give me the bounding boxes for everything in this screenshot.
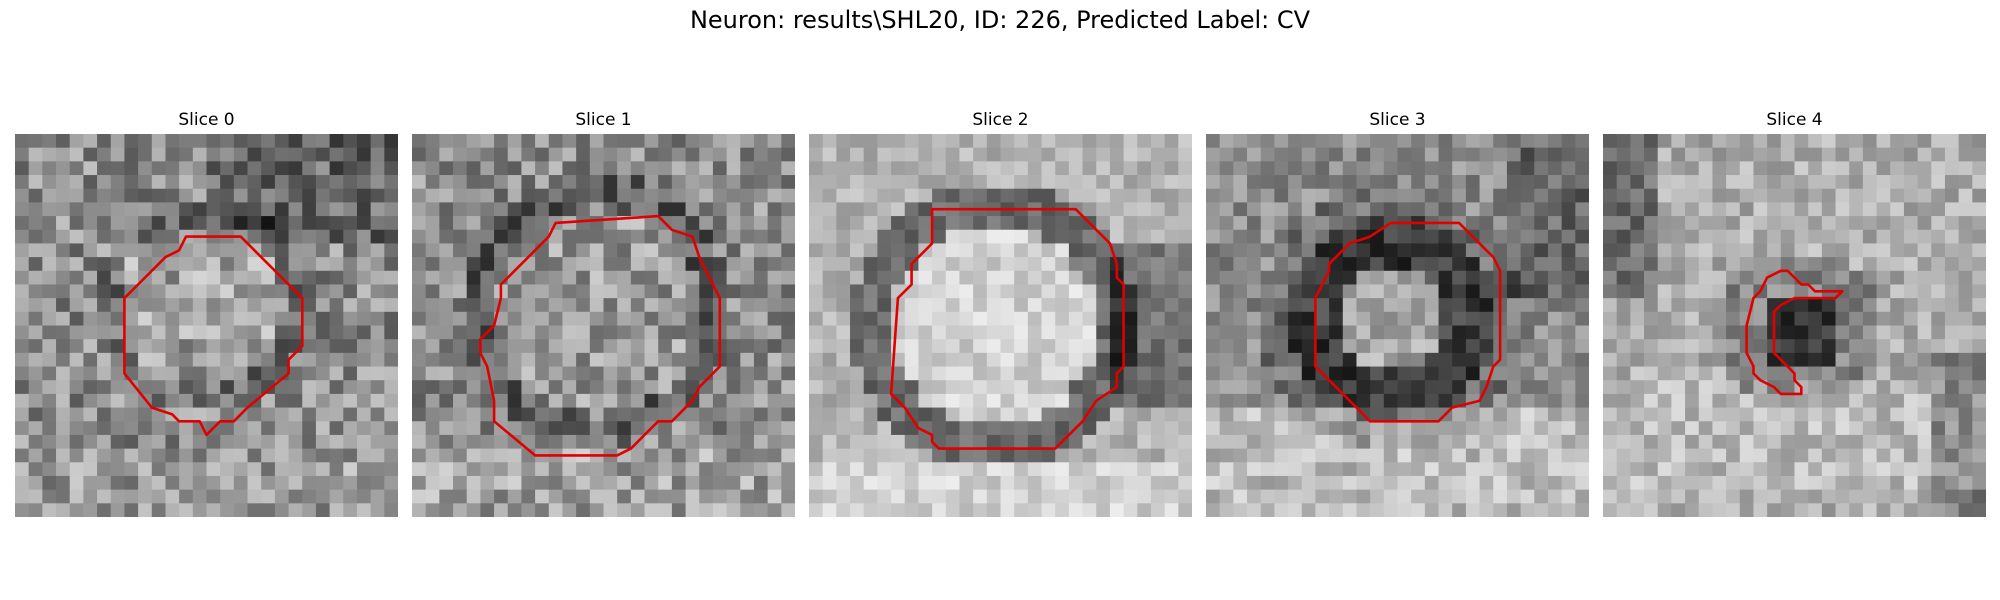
figure-title: Neuron: results\SHL20, ID: 226, Predicte… [689, 6, 1311, 34]
slice-0-image [15, 134, 398, 517]
slice-4-image [1603, 134, 1986, 517]
pixel-grid [809, 134, 1192, 517]
contour-outline [479, 214, 722, 457]
contour-outline [1745, 269, 1844, 396]
contour-outline [123, 235, 304, 437]
slice-3-title: Slice 3 [1369, 110, 1426, 130]
pixel-grid [412, 134, 795, 517]
contour-outline [1314, 221, 1502, 423]
pixel-grid [15, 134, 398, 517]
slice-4-title: Slice 4 [1766, 110, 1823, 130]
slice-2-title: Slice 2 [972, 110, 1029, 130]
slice-2-image [809, 134, 1192, 517]
slice-1-image [412, 134, 795, 517]
slice-0-title: Slice 0 [178, 110, 235, 130]
pixel-grid [1603, 134, 1986, 517]
pixel-grid [1206, 134, 1589, 517]
contour-outline [889, 207, 1125, 450]
slice-1-title: Slice 1 [575, 110, 632, 130]
slice-3-image [1206, 134, 1589, 517]
